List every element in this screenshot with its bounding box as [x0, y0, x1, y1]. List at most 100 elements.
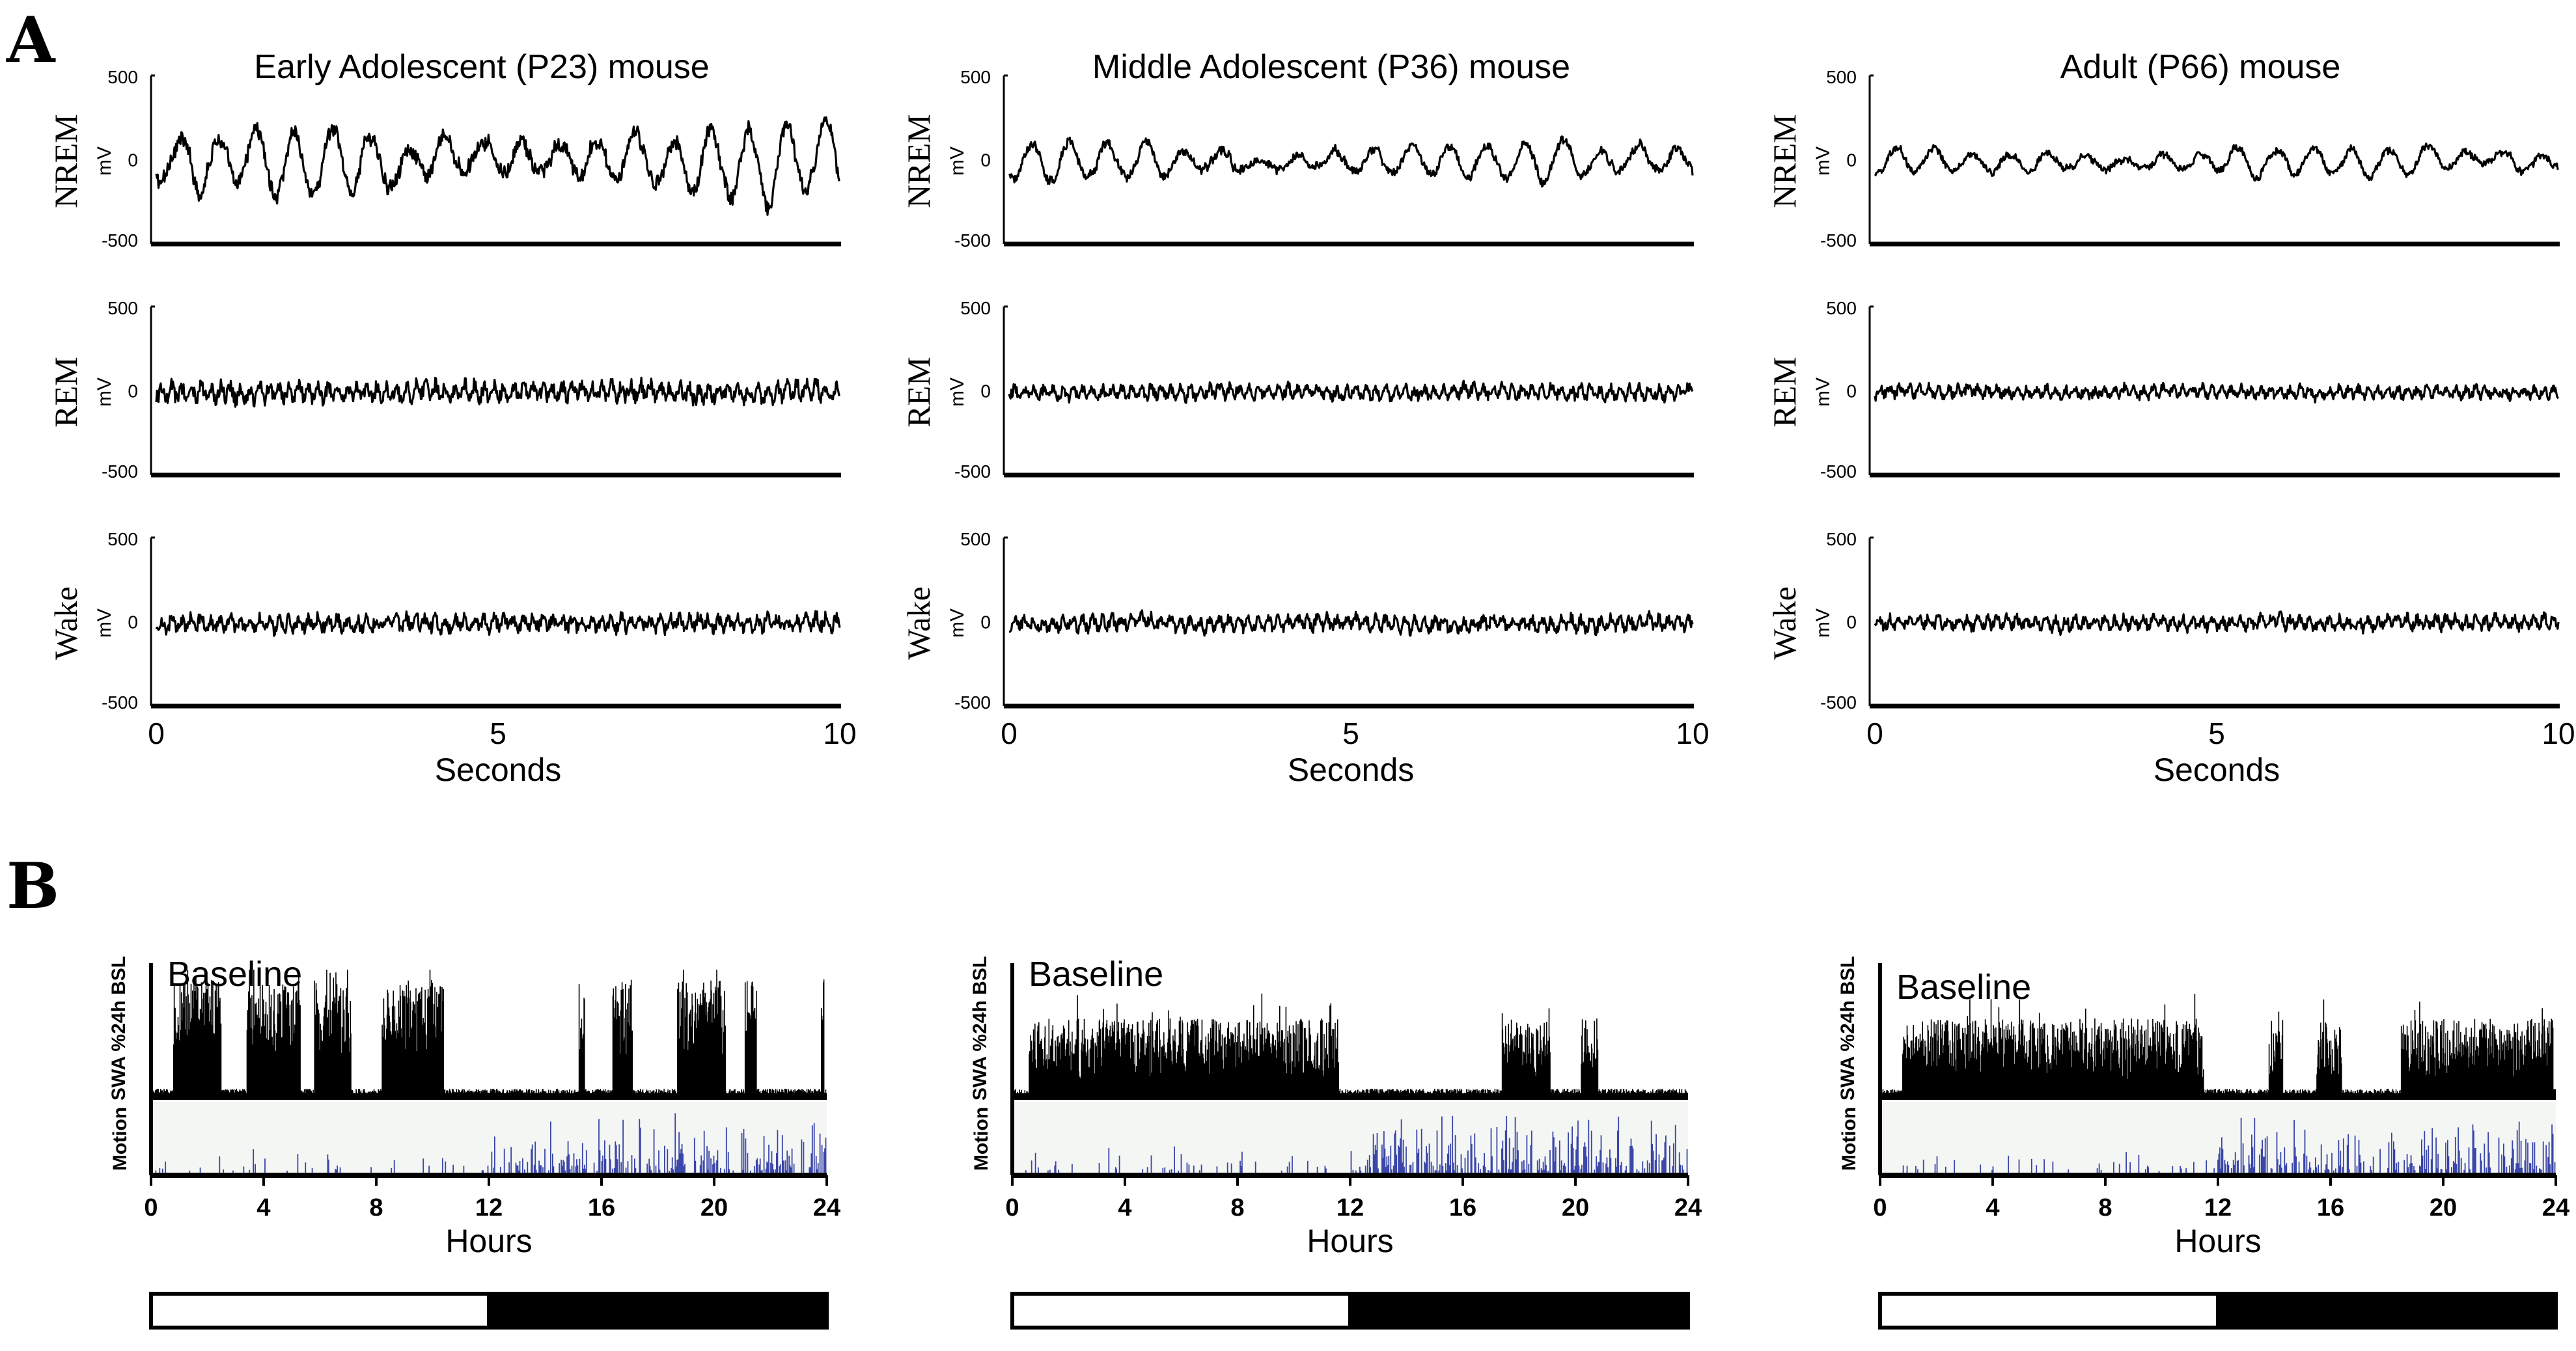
x-tick-label: 0	[148, 716, 165, 750]
y-unit-label: mV	[1812, 377, 1834, 407]
baseline-label: Baseline	[1029, 955, 1163, 994]
eeg-subplot: 500 0 -500 mV NREM	[900, 67, 1694, 251]
light-period-bar	[1010, 1292, 1352, 1330]
x-tick-label: 0	[1001, 716, 1018, 750]
x-tick-label: 10	[823, 716, 856, 750]
panel-label-a: A	[6, 3, 56, 77]
swa-motion-panel: SWA %24h BSL Motion Baseline 0 4 8 12 16 20 24 Hou…	[108, 955, 840, 1330]
y-unit-label: mV	[947, 608, 968, 638]
y-tick-label: 0	[980, 150, 991, 171]
y-tick-label: -500	[954, 230, 991, 251]
swa-bars	[1879, 994, 2556, 1097]
eeg-trace	[155, 116, 840, 216]
x-axis-label: Seconds	[1288, 752, 1415, 788]
eeg-subplot: 500 0 -500 mV REM	[900, 298, 1694, 482]
y-unit-label: mV	[94, 608, 115, 638]
x-tick-label: 0	[1866, 716, 1883, 750]
row-label: NREM	[1766, 114, 1803, 208]
x-axis-label: Seconds	[435, 752, 562, 788]
motion-label: Motion	[971, 1107, 992, 1171]
y-tick-label: 500	[1826, 67, 1857, 87]
swa-bars	[1012, 993, 1689, 1097]
x-tick-label: 10	[2541, 716, 2575, 750]
x-tick-label: 24	[1674, 1194, 1702, 1221]
panel-b: SWA %24h BSL Motion Baseline 0 4 8 12 16 20 24 Hou…	[108, 955, 2569, 1330]
baseline-label: Baseline	[167, 955, 302, 994]
eeg-trace	[1874, 381, 2560, 404]
motion-bars	[155, 1113, 827, 1173]
x-tick-label: 8	[369, 1194, 383, 1221]
y-tick-label: 0	[980, 612, 991, 633]
motion-label: Motion	[109, 1107, 131, 1171]
column-title: Middle Adolescent (P36) mouse	[1092, 48, 1570, 86]
y-tick-label: 500	[960, 67, 991, 87]
swa-label: SWA %24h BSL	[108, 956, 130, 1100]
eeg-trace	[155, 376, 841, 408]
column-title: Early Adolescent (P23) mouse	[254, 48, 709, 86]
eeg-trace	[1008, 609, 1694, 637]
x-tick-label: 8	[1230, 1194, 1244, 1221]
x-tick-label: 0	[1005, 1194, 1019, 1221]
y-tick-label: -500	[954, 692, 991, 713]
swa-motion-panel: SWA %24h BSL Motion Baseline 0 4 8 12 16 20 24 Hou…	[969, 955, 1702, 1330]
x-tick-label: 12	[2204, 1194, 2232, 1221]
y-tick-label: 0	[128, 150, 138, 171]
y-unit-label: mV	[1812, 146, 1834, 176]
panel-a: Early Adolescent (P23) mouse Middle Adole…	[48, 48, 2575, 788]
motion-bars	[1025, 1115, 1688, 1173]
y-tick-label: 500	[107, 298, 138, 318]
eeg-trace	[1874, 143, 2559, 182]
x-tick-label: 5	[2208, 716, 2225, 750]
eeg-subplot: 500 0 -500 mV NREM	[1766, 67, 2560, 251]
x-tick-label: 5	[1342, 716, 1359, 750]
eeg-subplot: 500 0 -500 mV Wake	[48, 529, 841, 713]
x-tick-label: 4	[1986, 1194, 1999, 1221]
x-axis-label: Hours	[2174, 1223, 2261, 1259]
light-period-bar	[1878, 1292, 2220, 1330]
row-label: REM	[900, 357, 937, 427]
y-tick-label: 0	[1846, 150, 1857, 171]
y-tick-label: -500	[1820, 461, 1857, 482]
y-tick-label: 0	[1846, 381, 1857, 402]
y-tick-label: -500	[1820, 230, 1857, 251]
x-tick-label: 20	[2430, 1194, 2457, 1221]
row-label: NREM	[48, 114, 84, 208]
x-tick-label: 4	[1118, 1194, 1131, 1221]
baseline-label: Baseline	[1896, 968, 2031, 1007]
y-tick-label: -500	[102, 230, 138, 251]
light-period-bar	[149, 1292, 491, 1330]
panel-label-b: B	[7, 849, 59, 923]
y-tick-label: 500	[960, 298, 991, 318]
y-tick-label: -500	[954, 461, 991, 482]
swa-motion-panel: SWA %24h BSL Motion Baseline 0 4 8 12 16 20 24 Hou…	[1837, 956, 2569, 1330]
x-tick-label: 5	[490, 716, 506, 750]
x-tick-label: 20	[700, 1194, 728, 1221]
eeg-trace	[1874, 610, 2560, 636]
column-title: Adult (P66) mouse	[2060, 48, 2341, 86]
x-axis-label: Hours	[445, 1223, 532, 1259]
swa-label: SWA %24h BSL	[969, 956, 991, 1100]
y-tick-label: 0	[1846, 612, 1857, 633]
row-label: Wake	[1766, 586, 1803, 660]
y-unit-label: mV	[947, 377, 968, 407]
row-label: Wake	[900, 586, 937, 660]
x-tick-label: 10	[1676, 716, 1709, 750]
y-tick-label: 500	[960, 529, 991, 549]
eeg-subplot: 500 0 -500 mV Wake	[1766, 529, 2560, 713]
row-label: REM	[1766, 357, 1803, 427]
y-tick-label: 0	[128, 612, 138, 633]
eeg-subplot: 500 0 -500 mV NREM	[48, 67, 841, 251]
y-unit-label: mV	[1812, 608, 1834, 638]
x-axis-label: Hours	[1307, 1223, 1393, 1259]
y-tick-label: -500	[102, 692, 138, 713]
y-tick-label: 500	[107, 529, 138, 549]
eeg-trace	[1008, 379, 1694, 404]
x-axis-label: Seconds	[2154, 752, 2280, 788]
y-unit-label: mV	[94, 146, 115, 176]
x-tick-label: 16	[2317, 1194, 2344, 1221]
row-label: NREM	[900, 114, 937, 208]
y-unit-label: mV	[94, 377, 115, 407]
y-tick-label: 500	[1826, 529, 1857, 549]
y-tick-label: -500	[102, 461, 138, 482]
x-tick-label: 8	[2098, 1194, 2112, 1221]
